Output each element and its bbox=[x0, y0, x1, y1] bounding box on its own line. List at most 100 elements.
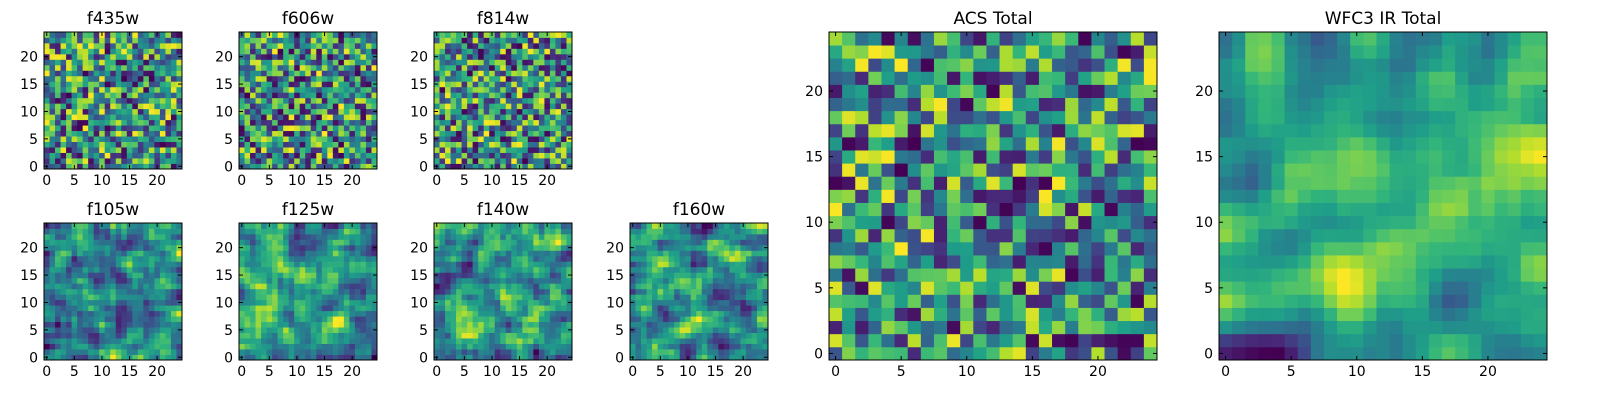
heatmap-cell bbox=[283, 125, 290, 132]
heatmap-cell bbox=[538, 261, 545, 268]
heatmap-cell bbox=[472, 266, 479, 273]
heatmap-cell bbox=[920, 320, 935, 335]
heatmap-cell bbox=[960, 150, 974, 164]
heatmap-cell bbox=[126, 343, 133, 350]
heatmap-cell bbox=[266, 305, 273, 312]
heatmap-cell bbox=[740, 327, 747, 333]
heatmap-cell bbox=[354, 114, 361, 121]
heatmap-cell bbox=[690, 266, 697, 273]
heatmap-cell bbox=[288, 97, 295, 104]
heatmap-cell bbox=[533, 266, 540, 273]
heatmap-cell bbox=[288, 158, 295, 164]
heatmap-cell bbox=[66, 272, 72, 279]
heatmap-cell bbox=[630, 228, 636, 235]
heatmap-cell bbox=[445, 223, 451, 229]
heatmap-cell bbox=[294, 75, 301, 82]
heatmap-cell bbox=[316, 321, 323, 328]
heatmap-cell bbox=[176, 338, 183, 344]
heatmap-cell bbox=[261, 338, 267, 344]
heatmap-cell bbox=[354, 316, 361, 323]
heatmap-cell bbox=[855, 202, 869, 217]
heatmap-cell bbox=[646, 310, 653, 317]
heatmap-cell bbox=[349, 316, 356, 323]
heatmap-cell bbox=[294, 86, 301, 93]
heatmap-cell bbox=[255, 75, 262, 82]
heatmap-cell bbox=[310, 266, 317, 273]
heatmap-cell bbox=[321, 277, 328, 284]
heatmap-cell bbox=[66, 332, 72, 339]
heatmap-cell bbox=[707, 261, 714, 268]
heatmap-cell bbox=[121, 92, 128, 99]
heatmap-cell bbox=[239, 338, 245, 344]
heatmap-cell bbox=[723, 349, 730, 355]
heatmap-cell bbox=[707, 294, 714, 301]
heatmap-cell bbox=[104, 152, 111, 159]
heatmap-cell bbox=[283, 32, 290, 38]
heatmap-cell bbox=[115, 158, 122, 164]
heatmap-cell bbox=[478, 349, 485, 355]
heatmap-cell bbox=[450, 294, 457, 301]
heatmap-cell bbox=[126, 244, 133, 251]
heatmap-cell bbox=[176, 141, 183, 148]
heatmap-cell bbox=[137, 32, 144, 38]
heatmap-cell bbox=[332, 130, 339, 137]
heatmap-cell bbox=[450, 97, 457, 104]
heatmap-cell bbox=[668, 316, 675, 323]
heatmap-cell bbox=[148, 288, 155, 295]
heatmap-cell bbox=[762, 288, 769, 295]
heatmap-cell bbox=[261, 239, 267, 246]
heatmap-cell bbox=[250, 48, 256, 55]
heatmap-cell bbox=[560, 338, 567, 344]
heatmap-cell bbox=[121, 158, 128, 164]
heatmap-cell bbox=[740, 343, 747, 350]
heatmap-cell bbox=[641, 288, 647, 295]
heatmap-cell bbox=[533, 130, 540, 137]
heatmap-cell bbox=[261, 299, 267, 306]
heatmap-cell bbox=[549, 332, 556, 339]
heatmap-cell bbox=[310, 288, 317, 295]
heatmap-cell bbox=[973, 346, 987, 361]
heatmap-cell bbox=[445, 158, 451, 164]
heatmap-cell bbox=[294, 316, 301, 323]
heatmap-cell bbox=[516, 86, 523, 93]
heatmap-cell bbox=[71, 250, 78, 257]
heatmap-cell bbox=[261, 125, 267, 132]
heatmap-cell bbox=[641, 283, 647, 290]
heatmap-cell bbox=[1143, 228, 1158, 243]
heatmap-cell bbox=[93, 310, 100, 317]
heatmap-cell bbox=[60, 42, 67, 49]
heatmap-cell bbox=[148, 32, 155, 38]
heatmap-cell bbox=[165, 53, 172, 60]
heatmap-cell bbox=[511, 343, 518, 350]
heatmap-cell bbox=[544, 288, 551, 295]
y-tick-label: 15 bbox=[20, 77, 38, 93]
heatmap-cell bbox=[522, 81, 529, 88]
heatmap-cell bbox=[762, 250, 769, 257]
heatmap-cell bbox=[500, 37, 507, 44]
heatmap-cell bbox=[82, 272, 89, 279]
heatmap-cell bbox=[170, 64, 177, 71]
heatmap-cell bbox=[478, 108, 485, 115]
heatmap-cell bbox=[239, 97, 245, 104]
heatmap-cell bbox=[371, 223, 378, 229]
heatmap-cell bbox=[445, 53, 451, 60]
heatmap-cell bbox=[126, 70, 133, 77]
heatmap-cell bbox=[881, 294, 895, 308]
heatmap-cell bbox=[478, 332, 485, 339]
heatmap-cell bbox=[71, 283, 78, 290]
heatmap-cell bbox=[77, 327, 84, 333]
heatmap-cell bbox=[99, 266, 106, 273]
heatmap-cell bbox=[332, 327, 339, 333]
heatmap-cell bbox=[239, 283, 245, 290]
heatmap-cell bbox=[538, 233, 545, 240]
heatmap-cell bbox=[272, 266, 279, 273]
heatmap-cell bbox=[261, 130, 267, 137]
heatmap-cell bbox=[354, 228, 361, 235]
heatmap-cell bbox=[439, 310, 446, 317]
heatmap-cell bbox=[745, 288, 752, 295]
heatmap-cell bbox=[472, 32, 479, 38]
heatmap-cell bbox=[1130, 333, 1145, 348]
heatmap-cell bbox=[44, 141, 50, 148]
heatmap-cell bbox=[674, 272, 681, 279]
heatmap-cell bbox=[244, 64, 251, 71]
